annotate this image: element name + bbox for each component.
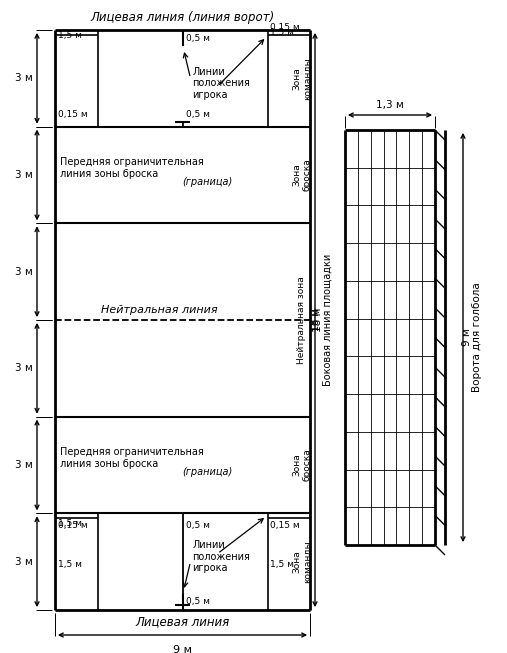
Text: 0,5 м: 0,5 м (186, 33, 209, 42)
Text: Нейтральная зона: Нейтральная зона (298, 276, 307, 364)
Text: 0,5 м: 0,5 м (186, 597, 209, 607)
Text: 0,5 м: 0,5 м (186, 521, 209, 530)
Text: 0,15 м: 0,15 м (58, 521, 88, 530)
Text: 1,5 м: 1,5 м (58, 519, 82, 528)
Text: 3 м: 3 м (15, 556, 33, 567)
Text: 9 м: 9 м (173, 645, 192, 653)
Text: 1,5 м: 1,5 м (271, 28, 295, 37)
Text: (граница): (граница) (183, 177, 233, 187)
Text: 3 м: 3 м (15, 266, 33, 277)
Text: 1,5 м: 1,5 м (58, 31, 82, 40)
Text: Лицевая линия (линия ворот): Лицевая линия (линия ворот) (90, 12, 275, 25)
Text: Зона
команды: Зона команды (293, 540, 312, 583)
Text: 3 м: 3 м (15, 460, 33, 470)
Text: 0,15 м: 0,15 м (271, 23, 300, 32)
Text: Боковая линия площадки: Боковая линия площадки (323, 254, 333, 386)
Text: 0,15 м: 0,15 м (271, 521, 300, 530)
Text: Передняя ограничительная
линия зоны броска: Передняя ограничительная линия зоны брос… (60, 157, 204, 179)
Text: Нейтральная линия: Нейтральная линия (101, 305, 218, 315)
Text: 3 м: 3 м (15, 363, 33, 374)
Text: Ворота для голбола: Ворота для голбола (472, 283, 482, 392)
Text: Лицевая линия: Лицевая линия (135, 616, 230, 628)
Text: 0,5 м: 0,5 м (186, 110, 209, 119)
Text: 18 м: 18 м (313, 308, 323, 332)
Text: 3 м: 3 м (15, 73, 33, 84)
Text: 1,5 м: 1,5 м (58, 560, 82, 569)
Text: 3 м: 3 м (15, 170, 33, 180)
Text: Передняя ограничительная
линия зоны броска: Передняя ограничительная линия зоны брос… (60, 447, 204, 469)
Text: 1,5 м: 1,5 м (271, 560, 295, 569)
Text: 1,3 м: 1,3 м (376, 100, 404, 110)
Text: 0,15 м: 0,15 м (58, 110, 88, 119)
Text: Зона
броска: Зона броска (293, 159, 312, 191)
Text: Зона
команды: Зона команды (293, 57, 312, 100)
Text: 18 м: 18 м (311, 309, 321, 331)
Text: (граница): (граница) (183, 467, 233, 477)
Text: Линии
положения
игрока: Линии положения игрока (193, 540, 250, 573)
Text: 9 м: 9 м (462, 328, 472, 346)
Text: Линии
положения
игрока: Линии положения игрока (193, 67, 250, 100)
Text: Зона
броска: Зона броска (293, 449, 312, 481)
